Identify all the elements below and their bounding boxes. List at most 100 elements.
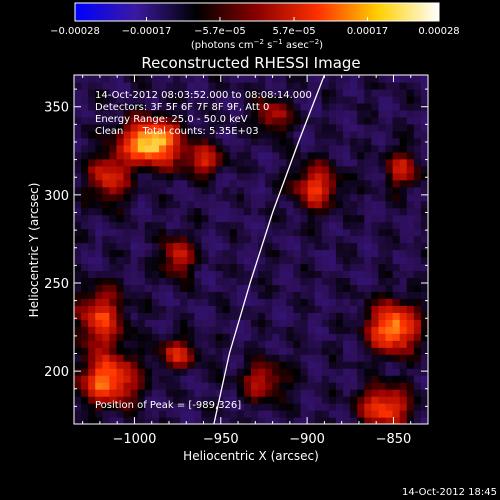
heatmap-cell (130, 158, 139, 167)
heatmap-cell (116, 158, 125, 167)
heatmap-cell (265, 130, 273, 139)
heatmap-cell (357, 179, 365, 188)
heatmap-cell (328, 186, 337, 195)
heatmap-cell (406, 75, 415, 83)
heatmap-cell (243, 137, 252, 146)
heatmap-cell (251, 410, 259, 418)
heatmap-cell (279, 151, 287, 160)
heatmap-cell (321, 417, 330, 424)
heatmap-cell (293, 137, 302, 146)
heatmap-cell (173, 172, 181, 181)
heatmap-cell (187, 291, 195, 299)
heatmap-cell (357, 256, 365, 265)
heatmap-cell (194, 144, 203, 153)
heatmap-cell (151, 88, 160, 97)
heatmap-cell (187, 277, 195, 285)
heatmap-cell (357, 81, 365, 90)
heatmap-cell (392, 403, 401, 411)
heatmap-cell (357, 340, 365, 348)
heatmap-cell (385, 102, 394, 111)
heatmap-cell (208, 284, 217, 292)
heatmap-cell (151, 123, 160, 132)
heatmap-cell (279, 123, 287, 132)
heatmap-cell (314, 319, 323, 327)
heatmap-cell (385, 333, 394, 341)
heatmap-cell (293, 354, 302, 362)
heatmap-cell (293, 144, 302, 153)
heatmap-cell (300, 186, 309, 195)
colorbar: −0.00028 −0.00017 −5.7e−05 5.7e−05 0.00017 0.… (50, 2, 460, 51)
heatmap-cell (74, 340, 82, 348)
heatmap-cell (279, 326, 287, 334)
heatmap-cell (385, 326, 394, 334)
heatmap-cell (158, 207, 167, 216)
heatmap-cell (88, 137, 96, 146)
heatmap-cell (116, 410, 125, 418)
heatmap-cell (307, 144, 316, 153)
heatmap-cell (229, 347, 238, 355)
heatmap-cell (321, 375, 330, 383)
heatmap-cell (350, 368, 358, 376)
heatmap-cell (88, 88, 96, 97)
heatmap-cell (286, 186, 295, 195)
heatmap-cell (243, 361, 252, 369)
heatmap-cell (321, 298, 330, 306)
heatmap-cell (258, 228, 266, 237)
heatmap-cell (158, 186, 167, 195)
heatmap-cell (335, 179, 344, 188)
heatmap-cell (109, 172, 118, 181)
heatmap-cell (328, 179, 337, 188)
heatmap-cell (158, 361, 167, 369)
heatmap-cell (251, 144, 259, 153)
heatmap-cell (130, 186, 139, 195)
heatmap-cell (357, 403, 365, 411)
heatmap-cell (208, 382, 217, 390)
heatmap-cell (307, 284, 316, 292)
heatmap-cell (385, 179, 394, 188)
heatmap-cell (130, 102, 139, 111)
heatmap-cell (314, 172, 323, 181)
heatmap-cell (371, 291, 380, 299)
heatmap-cell (251, 151, 259, 160)
heatmap-cell (215, 417, 224, 424)
heatmap-cell (357, 396, 365, 404)
heatmap-cell (102, 277, 110, 285)
heatmap-cell (272, 410, 280, 418)
heatmap-cell (385, 109, 394, 118)
heatmap-cell (343, 137, 351, 146)
heatmap-cell (265, 256, 273, 265)
heatmap-cell (151, 116, 160, 125)
heatmap-cell (109, 354, 118, 362)
heatmap-cell (420, 235, 428, 244)
heatmap-cell (229, 354, 238, 362)
heatmap-cell (420, 207, 428, 216)
heatmap-cell (406, 249, 415, 258)
heatmap-cell (229, 410, 238, 418)
heatmap-cell (180, 144, 188, 153)
heatmap-cell (265, 277, 273, 285)
heatmap-cell (158, 179, 167, 188)
heatmap-cell (130, 221, 139, 230)
heatmap-cell (286, 144, 295, 153)
heatmap-cell (187, 368, 195, 376)
heatmap-cell (307, 263, 316, 272)
heatmap-cell (420, 88, 428, 97)
heatmap-cell (350, 298, 358, 306)
heatmap-cell (258, 403, 266, 411)
heatmap-cell (293, 263, 302, 272)
heatmap-cell (293, 200, 302, 209)
heatmap-cell (123, 158, 132, 167)
heatmap-cell (399, 305, 408, 313)
heatmap-cell (364, 256, 372, 265)
heatmap-cell (314, 207, 323, 216)
heatmap-cell (371, 221, 380, 230)
heatmap-cell (88, 270, 96, 279)
heatmap-cell (279, 102, 287, 111)
heatmap-cell (137, 242, 146, 251)
heatmap-cell (88, 403, 96, 411)
heatmap-cell (158, 88, 167, 97)
heatmap-cell (413, 326, 422, 334)
heatmap-cell (300, 200, 309, 209)
heatmap-cell (272, 158, 280, 167)
heatmap-cell (123, 333, 132, 341)
